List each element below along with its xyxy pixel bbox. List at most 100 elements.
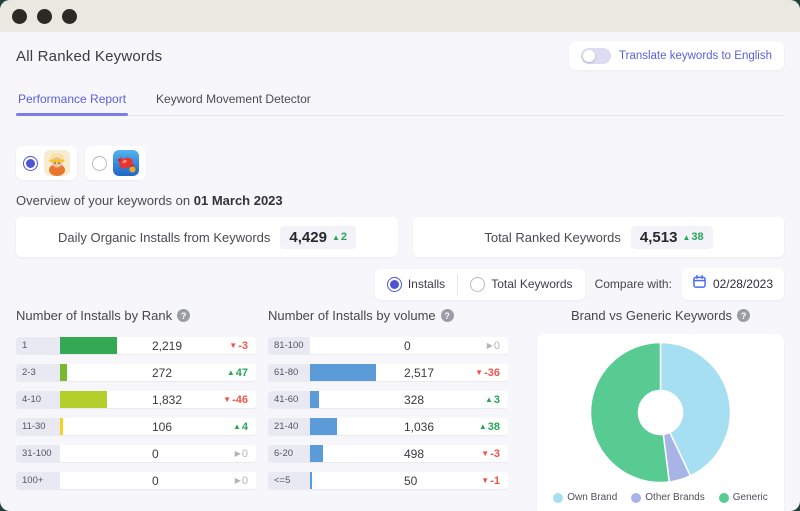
arrow-up-icon: ▲ (478, 422, 487, 431)
installs-by-volume-chart: Number of Installs by volume? 81-100 0 ▶ 0 6… (268, 308, 508, 511)
rank-bar-row: 4-10 1,832 ▼ -46 (16, 391, 256, 408)
legend-label: Generic (732, 492, 768, 503)
stat-daily-organic-installs: Daily Organic Installs from Keywords 4,4… (16, 217, 398, 257)
window-dot-icon[interactable] (37, 8, 52, 24)
metric-option-label: Total Keywords (491, 277, 573, 291)
rank-bar-rows: 1 2,219 ▼ -3 2-3 272 ▲ 47 4-10 1,832 ▼ -46 11-30 106 ▲… (16, 337, 256, 489)
compare-date-picker[interactable]: 02/28/2023 (681, 268, 784, 300)
chart-title: Number of Installs by volume? (268, 308, 508, 323)
bar-track (60, 445, 152, 462)
bar-value: 1,036 (404, 419, 435, 434)
metric-option-label: Installs (407, 277, 446, 291)
bar-fill (60, 418, 63, 435)
rank-bar-row: 2-3 272 ▲ 47 (16, 364, 256, 381)
bar-change-down: ▼ -36 (475, 366, 500, 379)
candy-crush-app-icon (113, 150, 139, 176)
tab-keyword-movement-detector[interactable]: Keyword Movement Detector (156, 92, 311, 106)
help-icon[interactable]: ? (440, 309, 454, 322)
rank-bar-row: 31-100 0 ▶ 0 (16, 445, 256, 462)
bar-track (310, 337, 404, 354)
bar-category-label: 31-100 (16, 445, 60, 462)
bar-value: 2,219 (152, 338, 183, 353)
radio-selected-icon[interactable] (386, 276, 402, 292)
stat-change-up: ▲ 38 (682, 231, 704, 243)
arrow-down-icon: ▼ (475, 368, 484, 377)
arrow-up-icon: ▲ (682, 232, 691, 242)
chart-controls: Installs Total Keywords Compare with: (16, 268, 784, 300)
bar-track (60, 472, 152, 489)
help-icon[interactable]: ? (177, 309, 191, 322)
bar-category-label: 41-60 (268, 391, 310, 408)
bar-change-neutral: ▶ 0 (234, 447, 248, 460)
bar-fill (60, 337, 117, 354)
bar-change-up: ▲ 3 (484, 393, 500, 406)
legend-label: Other Brands (645, 492, 705, 503)
bar-change-neutral: ▶ 0 (486, 339, 500, 352)
bar-change-down: ▼ -3 (481, 447, 500, 460)
donut-card: Own Brand Other Brands Generic (537, 334, 784, 511)
stat-cards: Daily Organic Installs from Keywords 4,4… (16, 217, 784, 257)
translate-toggle-label: Translate keywords to English (619, 50, 772, 62)
bar-value: 0 (152, 446, 159, 461)
arrow-up-icon: ▲ (232, 422, 241, 431)
bar-track (310, 364, 404, 381)
bar-value: 498 (404, 446, 425, 461)
rank-bar-row: 1 2,219 ▼ -3 (16, 337, 256, 354)
bar-track (310, 391, 404, 408)
bar-category-label: 21-40 (268, 418, 310, 435)
bar-track (310, 472, 404, 489)
app-option-1[interactable] (16, 146, 77, 180)
bar-change-down: ▼ -46 (223, 393, 248, 406)
bar-value: 272 (152, 365, 173, 380)
page-header: All Ranked Keywords Translate keywords t… (16, 42, 784, 70)
window-dot-icon[interactable] (12, 8, 27, 24)
brand-vs-generic-chart: Brand vs Generic Keywords? Own Brand Othe… (537, 308, 784, 511)
stat-value-box: 4,429 ▲ 2 (280, 225, 356, 249)
bar-category-label: 11-30 (16, 418, 60, 435)
radio-selected-icon[interactable] (23, 155, 38, 171)
legend-item: Other Brands (631, 492, 705, 503)
help-icon[interactable]: ? (737, 309, 751, 322)
app-option-2[interactable] (85, 146, 146, 180)
bar-category-label: 81-100 (268, 337, 310, 354)
bar-change-up: ▲ 4 (232, 420, 248, 433)
divider (457, 273, 459, 295)
metric-option-installs[interactable]: Installs (375, 269, 457, 300)
tab-bar: Performance Report Keyword Movement Dete… (16, 86, 784, 116)
volume-bar-rows: 81-100 0 ▶ 0 61-80 2,517 ▼ -36 41-60 328 ▲ 3 21-40 1,… (268, 337, 508, 489)
window-dot-icon[interactable] (62, 8, 77, 24)
bar-value: 0 (152, 473, 159, 488)
legend-item: Own Brand (553, 492, 617, 503)
radio-unselected-icon[interactable] (470, 276, 486, 292)
compare-with-label: Compare with: (594, 277, 672, 291)
tab-performance-report[interactable]: Performance Report (16, 86, 129, 116)
legend-dot-icon (553, 492, 564, 503)
legend-item: Generic (718, 492, 768, 503)
stat-value-box: 4,513 ▲ 38 (630, 225, 713, 249)
bar-fill (310, 418, 337, 435)
arrow-down-icon: ▼ (223, 395, 232, 404)
charts-section: Number of Installs by Rank? 1 2,219 ▼ -3 2-3… (16, 308, 784, 511)
bar-track (60, 337, 152, 354)
toggle-switch-icon[interactable] (581, 48, 612, 64)
bar-value: 1,832 (152, 392, 183, 407)
bar-fill (310, 472, 312, 489)
bar-fill (310, 391, 319, 408)
stat-value: 4,513 (639, 228, 678, 246)
metric-radio-group: Installs Total Keywords (374, 268, 585, 300)
bar-category-label: 1 (16, 337, 60, 354)
translate-toggle[interactable]: Translate keywords to English (569, 42, 784, 70)
bar-category-label: 6-20 (268, 445, 310, 462)
chart-title: Number of Installs by Rank? (16, 308, 256, 323)
overview-date: 01 March 2023 (193, 193, 283, 208)
radio-unselected-icon[interactable] (92, 155, 107, 171)
volume-bar-row: <=5 50 ▼ -1 (268, 472, 508, 489)
arrow-up-icon: ▲ (484, 395, 493, 404)
chart-title: Brand vs Generic Keywords? (537, 308, 784, 323)
metric-option-total-keywords[interactable]: Total Keywords (458, 269, 584, 300)
arrow-up-icon: ▲ (226, 368, 235, 377)
bar-change-neutral: ▶ 0 (234, 474, 248, 487)
homescapes-app-icon (44, 150, 70, 176)
overview-line: Overview of your keywords on 01 March 20… (16, 193, 784, 208)
arrow-right-icon: ▶ (486, 341, 493, 350)
